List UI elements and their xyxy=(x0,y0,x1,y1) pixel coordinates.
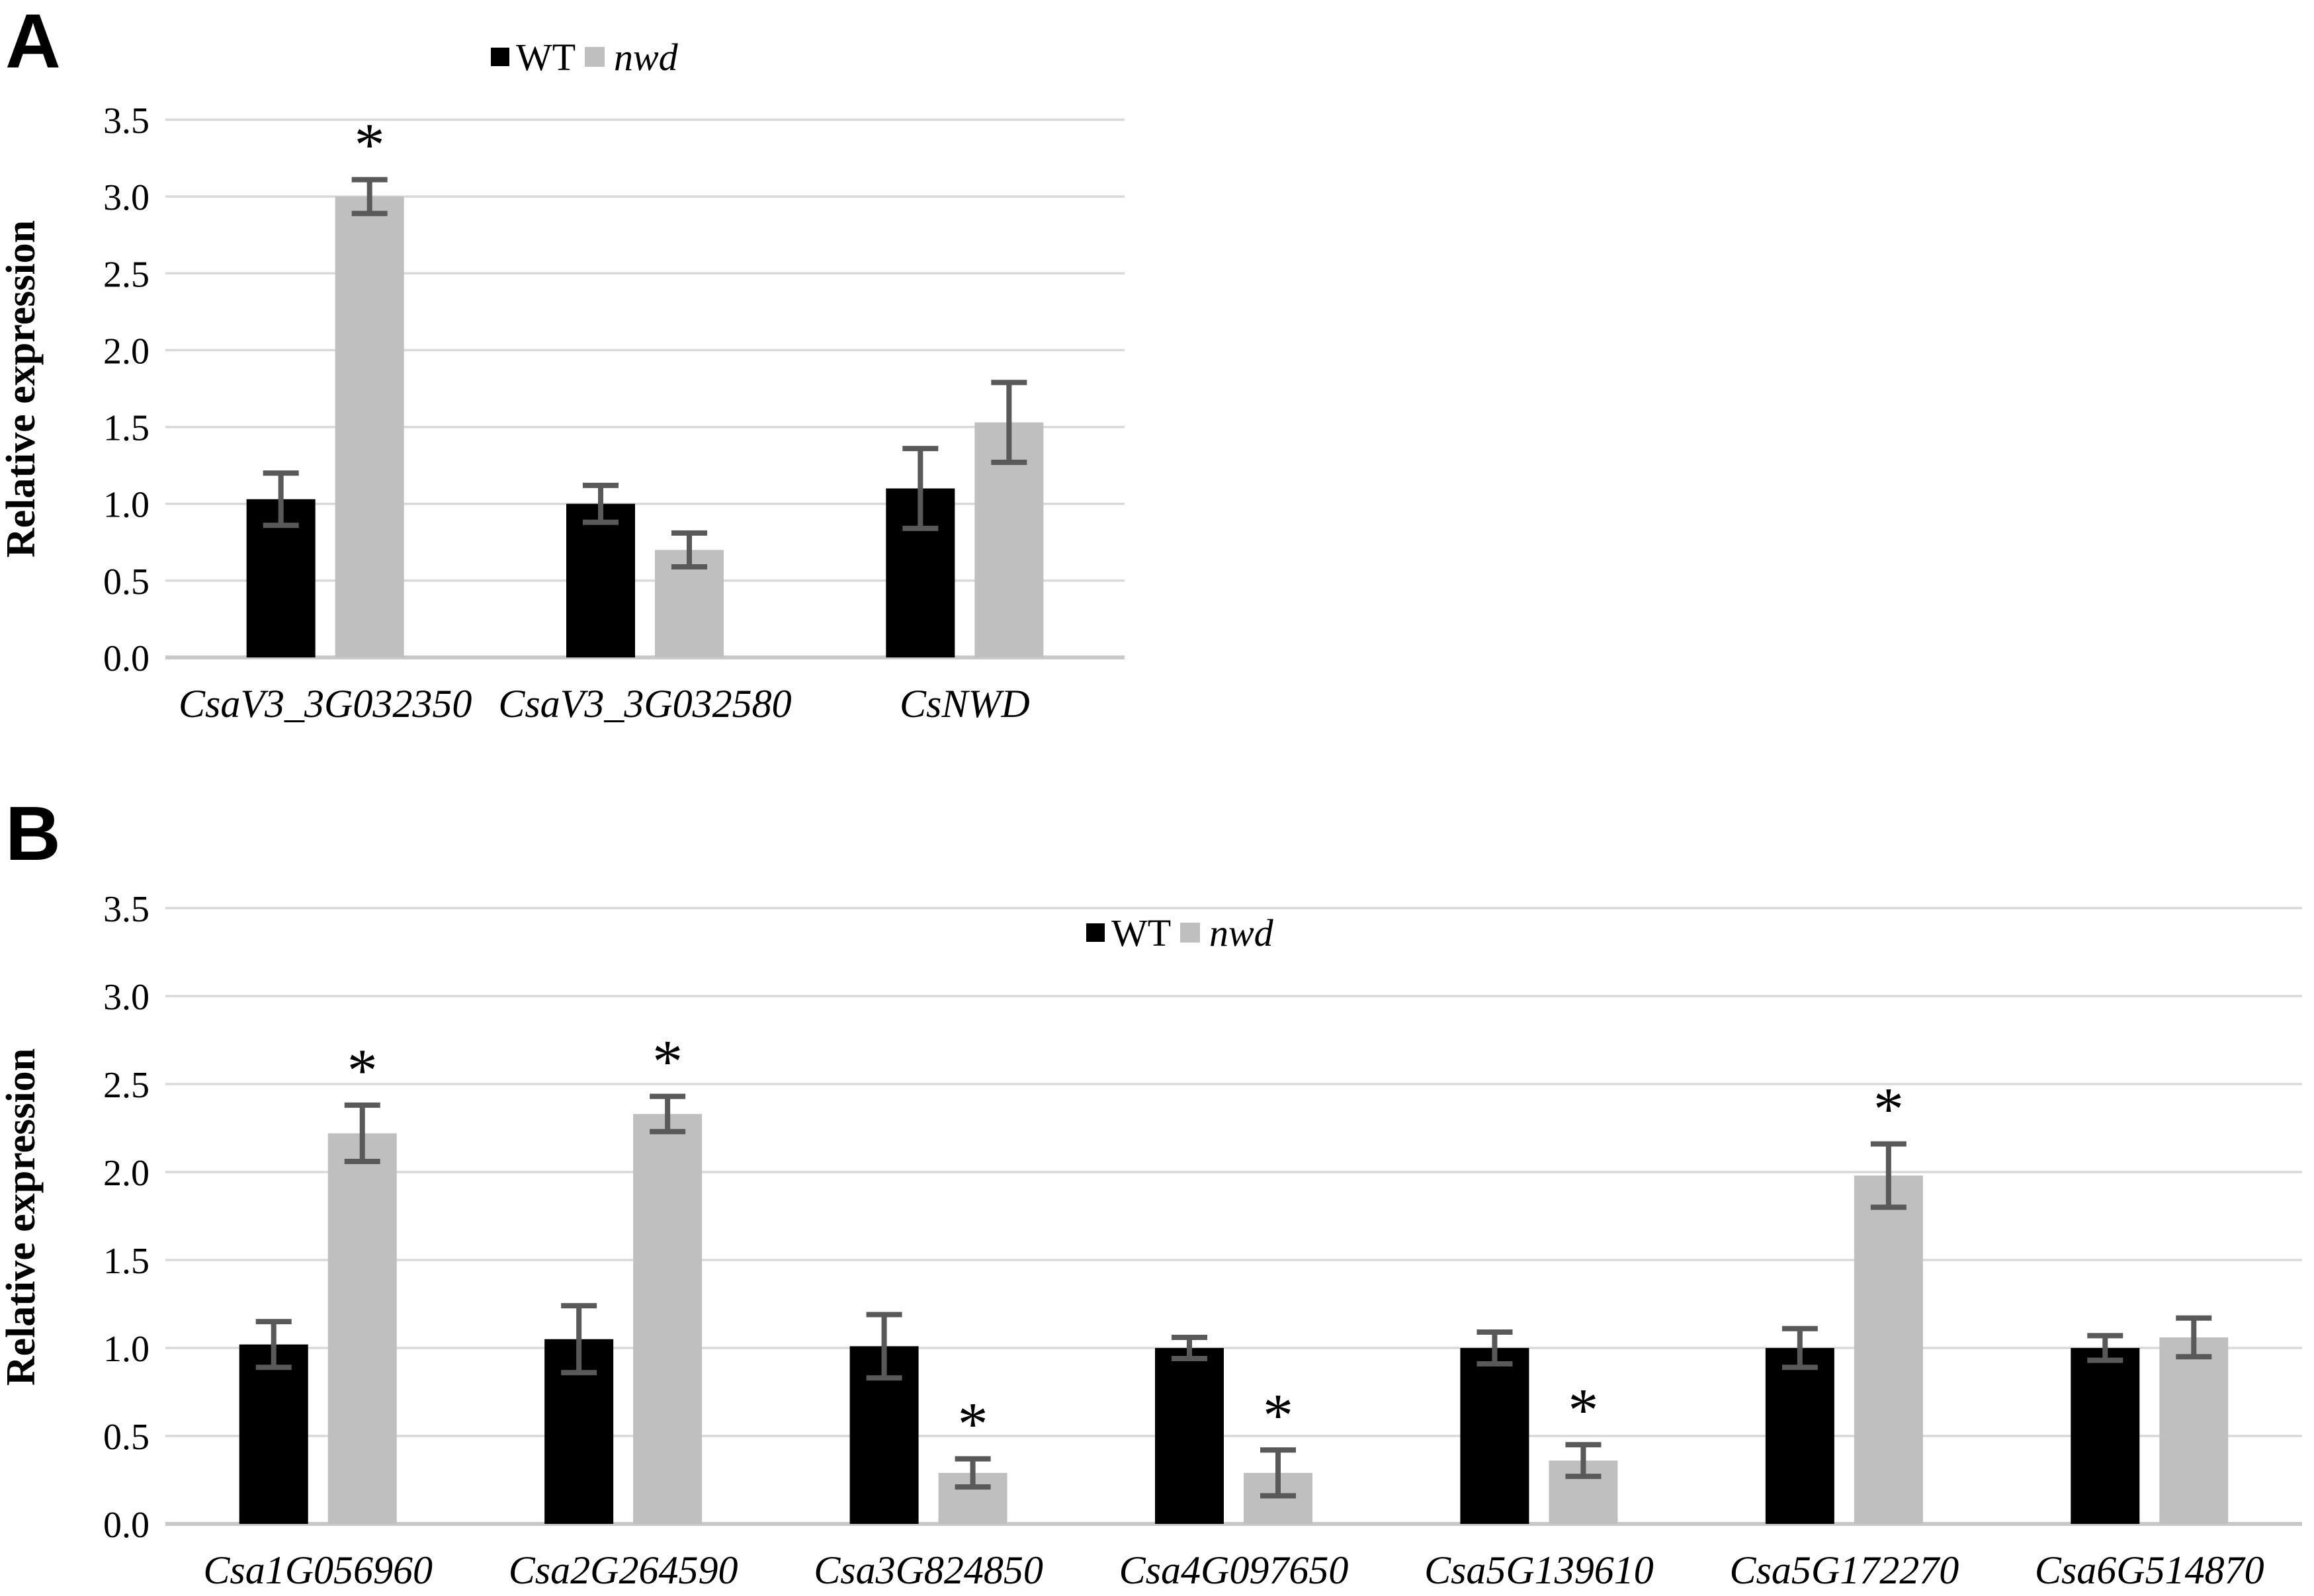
bar-nwd-Csa2G264590 xyxy=(633,1114,703,1524)
y-tick-label-2.5: 2.5 xyxy=(103,254,150,295)
significance-asterisk-Csa1G056960: * xyxy=(347,1036,378,1104)
bar-nwd-Csa6G514870 xyxy=(2159,1337,2229,1524)
x-category-label-Csa6G514870: Csa6G514870 xyxy=(2035,1548,2264,1592)
y-tick-label-0.0: 0.0 xyxy=(103,638,150,679)
y-tick-label-0.0: 0.0 xyxy=(103,1505,150,1546)
bar-wt-Csa5G139610 xyxy=(1460,1348,1529,1524)
y-tick-label-2.5: 2.5 xyxy=(103,1065,150,1106)
y-tick-label-2.0: 2.0 xyxy=(103,331,150,372)
y-tick-label-1.0: 1.0 xyxy=(103,1329,150,1370)
x-category-label-Csa2G264590: Csa2G264590 xyxy=(509,1548,738,1592)
x-category-label-CsaV3_3G032350: CsaV3_3G032350 xyxy=(179,682,472,726)
y-tick-label-1.5: 1.5 xyxy=(103,408,150,449)
y-tick-label-3.5: 3.5 xyxy=(103,889,150,930)
x-category-label-Csa5G172270: Csa5G172270 xyxy=(1730,1548,1959,1592)
panel-letter-a: A xyxy=(5,0,61,84)
y-tick-label-2.0: 2.0 xyxy=(103,1153,150,1194)
significance-asterisk-Csa3G824850: * xyxy=(958,1390,988,1458)
bar-nwd-Csa1G056960 xyxy=(327,1133,397,1524)
legend-swatch-nwd xyxy=(585,47,605,67)
panel-b-chart: 0.0 0.5 1.0 1.5 2.0 2.5 3.0 3.5 Relative express… xyxy=(0,790,2302,1592)
legend-label-wt: WT xyxy=(1111,911,1171,954)
bar-wt-Csa6G514870 xyxy=(2071,1348,2140,1524)
panel-a-chart: 0.0 0.5 1.0 1.5 2.0 2.5 3.0 3.5 Relative express… xyxy=(0,0,1125,726)
x-category-label-Csa4G097650: Csa4G097650 xyxy=(1119,1548,1349,1592)
legend-swatch-wt xyxy=(1086,923,1105,942)
y-axis-title: Relative expression xyxy=(0,220,44,558)
bar-wt-Csa1G056960 xyxy=(239,1344,308,1524)
bar-nwd-CsaV3_3G032350 xyxy=(335,196,404,658)
bar-wt-Csa4G097650 xyxy=(1155,1348,1224,1524)
legend-swatch-nwd xyxy=(1180,923,1200,943)
bar-nwd-Csa5G172270 xyxy=(1854,1175,1923,1524)
significance-asterisk-CsaV3_3G032350: * xyxy=(355,111,385,179)
legend-label-nwd: nwd xyxy=(1209,911,1274,954)
significance-asterisk-Csa4G097650: * xyxy=(1263,1381,1293,1449)
bar-wt-CsaV3_3G032580 xyxy=(566,503,635,657)
legend-swatch-wt xyxy=(491,48,509,66)
legend-label-nwd: nwd xyxy=(614,36,679,79)
x-category-label-Csa5G139610: Csa5G139610 xyxy=(1424,1548,1654,1592)
x-category-label-CsNWD: CsNWD xyxy=(900,682,1030,726)
y-tick-label-1.0: 1.0 xyxy=(103,485,150,526)
legend-label-wt: WT xyxy=(516,36,576,79)
x-category-label-Csa1G056960: Csa1G056960 xyxy=(203,1548,433,1592)
y-tick-label-1.5: 1.5 xyxy=(103,1241,150,1282)
y-tick-label-3.0: 3.0 xyxy=(103,977,150,1018)
x-category-label-CsaV3_3G032580: CsaV3_3G032580 xyxy=(498,682,791,726)
y-axis-title: Relative expression xyxy=(0,1048,44,1386)
x-category-label-Csa3G824850: Csa3G824850 xyxy=(814,1548,1043,1592)
y-tick-label-3.0: 3.0 xyxy=(103,177,150,218)
bar-wt-Csa5G172270 xyxy=(1765,1348,1834,1524)
y-tick-label-0.5: 0.5 xyxy=(103,562,150,603)
panel-letter-b: B xyxy=(5,790,61,876)
y-tick-label-3.5: 3.5 xyxy=(103,101,150,142)
significance-asterisk-Csa2G264590: * xyxy=(652,1028,683,1095)
significance-asterisk-Csa5G172270: * xyxy=(1873,1075,1904,1142)
y-tick-label-0.5: 0.5 xyxy=(103,1417,150,1458)
significance-asterisk-Csa5G139610: * xyxy=(1568,1376,1598,1443)
